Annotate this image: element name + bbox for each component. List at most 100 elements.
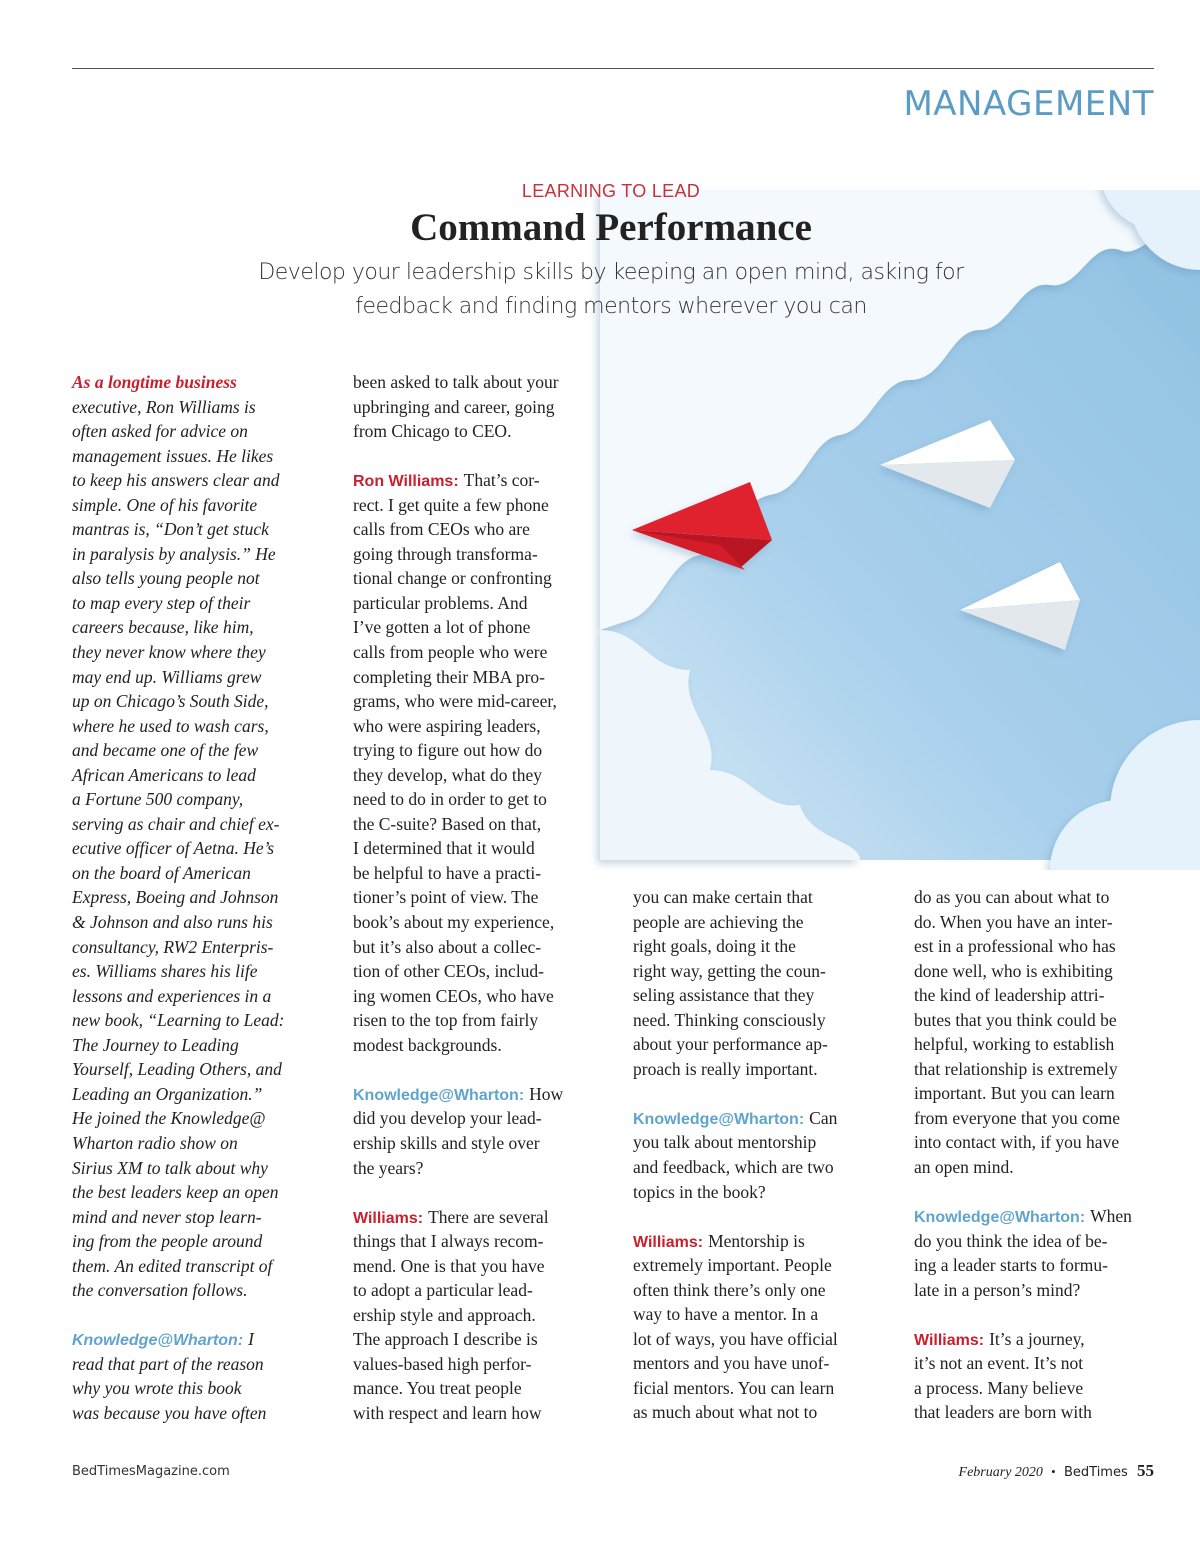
line-text: The approach I describe is [353, 1329, 538, 1350]
line-text: it’s not an event. It’s not [914, 1353, 1084, 1374]
line-text: to map every step of their [72, 592, 251, 613]
text-line: ing women CEOs, who have [353, 984, 563, 1009]
line-text: need. Thinking consciously [633, 1009, 826, 1030]
line-text: people are achieving the [633, 911, 804, 932]
line-text: extremely important. People [633, 1255, 832, 1276]
text-line: Yourself, Leading Others, and [72, 1057, 284, 1082]
line-text: butes that you think could be [914, 1009, 1117, 1030]
text-line: and became one of the few [72, 738, 284, 763]
line-text: in paralysis by analysis.” He [72, 543, 276, 564]
line-text: particular problems. And [353, 592, 528, 613]
line-text: also tells young people not [72, 568, 260, 589]
line-text: & Johnson and also runs his [72, 912, 273, 933]
top-rule [72, 68, 1154, 69]
text-line: need to do in order to get to [353, 787, 563, 812]
headline: Command Performance [410, 206, 812, 249]
line-text: risen to the top from fairly [353, 1010, 539, 1031]
line-text: been asked to talk about your [353, 372, 559, 392]
line-text: Wharton radio show on [72, 1132, 238, 1153]
text-line: book’s about my experience, [353, 910, 563, 935]
text-line: read that part of the reason [72, 1352, 284, 1377]
speaker-label: Knowledge@Wharton: [633, 1110, 805, 1128]
text-line: do. When you have an inter- [914, 910, 1132, 935]
text-line: into contact with, if you have [914, 1130, 1132, 1155]
line-text: careers because, like him, [72, 617, 254, 638]
footer-separator: • [1051, 1464, 1056, 1479]
text-line: Leading an Organization.” [72, 1082, 284, 1107]
text-line: often think there’s only one [633, 1278, 838, 1303]
line-text: on the board of American [72, 862, 251, 883]
paragraph: Williams: There are several things that I … [353, 1205, 563, 1426]
text-line: lot of ways, you have official [633, 1327, 838, 1352]
line-text: need to do in order to get to [353, 789, 547, 810]
line-text: book’s about my experience, [353, 912, 555, 933]
line-text: mend. One is that you have [353, 1255, 545, 1276]
paragraph: Knowledge@Wharton: How did you develop you… [353, 1082, 563, 1180]
line-text: mance. You treat people [353, 1378, 522, 1399]
text-line: & Johnson and also runs his [72, 910, 284, 935]
line-text: read that part of the reason [72, 1353, 264, 1374]
text-line: extremely important. People [633, 1253, 838, 1278]
text-line: them. An edited transcript of [72, 1254, 284, 1279]
text-line: calls from people who were [353, 640, 563, 665]
line-text: you talk about mentorship [633, 1132, 817, 1153]
text-line: they develop, what do they [353, 763, 563, 788]
text-line: es. Williams shares his life [72, 959, 284, 984]
text-column: been asked to talk about your upbringing … [353, 370, 563, 1426]
footer-date: February 2020 [958, 1465, 1043, 1480]
speaker-label: Ron Williams: [353, 473, 459, 491]
text-line: The approach I describe is [353, 1327, 563, 1352]
paragraph-gap [914, 1302, 1132, 1327]
cloud-illustration [600, 190, 1200, 870]
line-text: I determined that it would [353, 838, 535, 859]
text-line: completing their MBA pro- [353, 665, 563, 690]
text-line: particular problems. And [353, 591, 563, 616]
text-line: helpful, working to establish [914, 1032, 1132, 1057]
line-text: the C-suite? Based on that, [353, 813, 542, 834]
text-line: careers because, like him, [72, 615, 284, 640]
text-line: going through transforma- [353, 542, 563, 567]
text-line: to map every step of their [72, 591, 284, 616]
line-text: calls from CEOs who are [353, 519, 530, 540]
text-line: mentors and you have unof- [633, 1351, 838, 1376]
text-line: Williams: Mentorship is [633, 1229, 838, 1254]
text-line: ficial mentors. You can learn [633, 1376, 838, 1401]
line-text: often think there’s only one [633, 1279, 826, 1300]
line-text: ecutive officer of Aetna. He’s [72, 838, 275, 859]
text-line: need. Thinking consciously [633, 1008, 838, 1033]
line-text: from everyone that you come [914, 1107, 1121, 1128]
text-line: ership style and approach. [353, 1303, 563, 1328]
line-text: right way, getting the coun- [633, 960, 826, 981]
text-line: calls from CEOs who are [353, 517, 563, 542]
line-text: may end up. Williams grew [72, 666, 262, 687]
text-line: Knowledge@Wharton: Can [633, 1106, 838, 1131]
line-text: did you develop your lead- [353, 1108, 542, 1129]
line-text: that leaders are born with [914, 1402, 1092, 1423]
line-text: that relationship is extremely [914, 1058, 1118, 1079]
paragraph: Williams: Mentorship is extremely importan… [633, 1229, 838, 1425]
footer-website: BedTimesMagazine.com [72, 1464, 230, 1479]
speaker-label: Williams: [353, 1209, 424, 1227]
line-text: and feedback, which are two [633, 1157, 834, 1178]
speaker-label: Williams: [633, 1233, 704, 1251]
paragraph: Knowledge@Wharton: Can you talk about ment… [633, 1106, 838, 1204]
subtitle-line: feedback and finding mentors wherever yo… [355, 294, 867, 319]
text-line: values-based high perfor- [353, 1352, 563, 1377]
speaker-label: Knowledge@Wharton: [353, 1086, 525, 1104]
line-text: calls from people who were [353, 642, 548, 663]
text-line: an open mind. [914, 1155, 1132, 1180]
text-line: that leaders are born with [914, 1400, 1132, 1425]
paragraph-gap [353, 1057, 563, 1082]
line-text: mind and never stop learn- [72, 1206, 262, 1227]
line-text: a process. Many believe [914, 1377, 1084, 1398]
text-line: African Americans to lead [72, 763, 284, 788]
text-line: management issues. He likes [72, 444, 284, 469]
line-text: late in a person’s mind? [914, 1279, 1081, 1300]
text-column: do as you can about what to do. When you … [914, 885, 1132, 1425]
text-line: why you wrote this book [72, 1376, 284, 1401]
line-text: upbringing and career, going [353, 396, 555, 417]
line-text: was because you have often [72, 1402, 267, 1423]
text-line: upbringing and career, going [353, 395, 563, 420]
line-text: but it’s also about a collec- [353, 936, 542, 957]
